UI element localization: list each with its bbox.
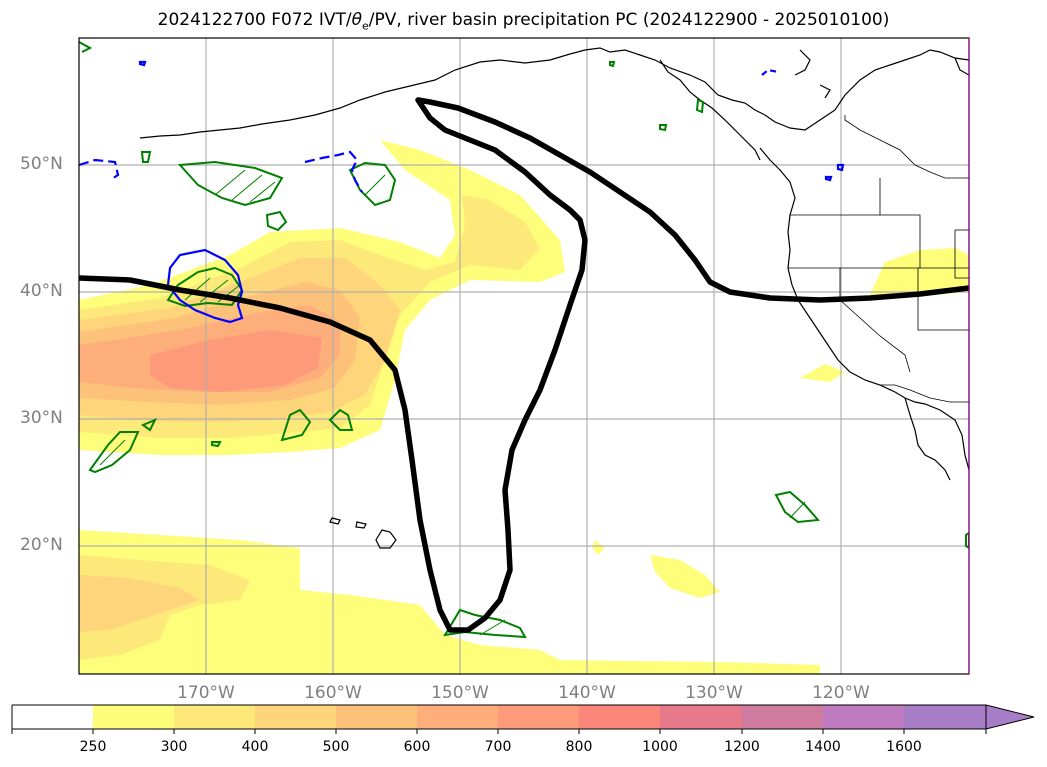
colorbar-segment-0 <box>12 705 93 729</box>
colorbar-tick-label: 1400 <box>805 739 841 755</box>
green-contours <box>79 41 969 639</box>
lon-label-140w: 140°W <box>558 683 616 703</box>
map-title: 2024122700 F072 IVT/θe/PV, river basin p… <box>157 10 890 33</box>
lon-label-160w: 160°W <box>304 683 362 703</box>
colorbar-segment-11 <box>904 705 986 729</box>
colorbar-tick-label: 800 <box>565 739 593 755</box>
colorbar-tick-label: 300 <box>160 739 188 755</box>
graticule <box>79 38 969 674</box>
blue-contours <box>79 60 845 324</box>
colorbar-tick-label: 700 <box>484 739 512 755</box>
colorbar-segment-2 <box>174 705 255 729</box>
colorbar-tick-label: 250 <box>79 739 107 755</box>
lat-label-20n: 20°N <box>20 535 63 555</box>
pv-contour <box>79 97 969 633</box>
lon-label-170w: 170°W <box>177 683 235 703</box>
coastlines <box>139 47 969 549</box>
colorbar-segment-8 <box>660 705 742 729</box>
colorbar-tick-label: 1000 <box>642 739 678 755</box>
ivt-plume-south <box>79 248 969 674</box>
colorbar-segment-7 <box>579 705 660 729</box>
colorbar-tick-label: 1200 <box>724 739 760 755</box>
colorbar-segment-9 <box>742 705 823 729</box>
colorbar-segment-6 <box>498 705 579 729</box>
lat-label-40n: 40°N <box>20 281 63 301</box>
colorbar-tick-label: 1600 <box>886 739 922 755</box>
colorbar-segment-1 <box>93 705 174 729</box>
colorbar-extend-arrow <box>985 704 1035 730</box>
colorbar-segment-3 <box>255 705 336 729</box>
lon-label-120w: 120°W <box>812 683 870 703</box>
lon-label-150w: 150°W <box>431 683 489 703</box>
map-canvas <box>79 38 969 674</box>
colorbar-tick-label: 400 <box>241 739 269 755</box>
borders <box>788 115 969 403</box>
colorbar-segment-4 <box>336 705 417 729</box>
lon-label-130w: 130°W <box>685 683 743 703</box>
colorbar-tick-label: 500 <box>322 739 350 755</box>
colorbar-segment-10 <box>823 705 904 729</box>
colorbar <box>11 704 1035 734</box>
lat-label-50n: 50°N <box>20 154 63 174</box>
colorbar-segment-5 <box>417 705 498 729</box>
lat-label-30n: 30°N <box>20 408 63 428</box>
colorbar-tick-label: 600 <box>403 739 431 755</box>
